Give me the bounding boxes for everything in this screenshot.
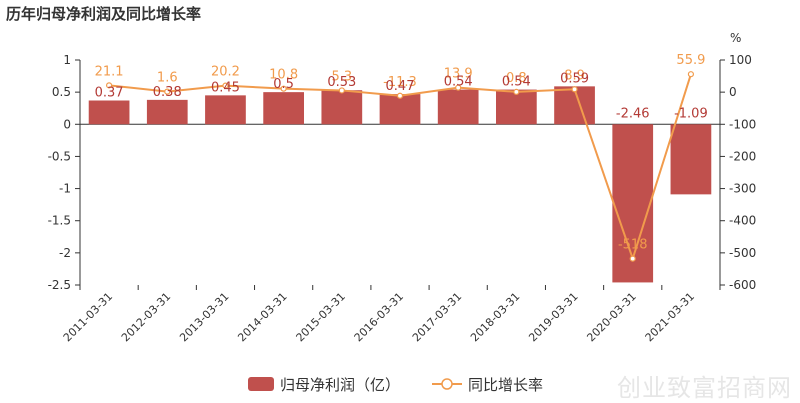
growth-label: 1.6 xyxy=(157,71,178,86)
bar xyxy=(321,90,363,125)
growth-point xyxy=(280,85,287,92)
bar-label: -2.46 xyxy=(616,106,650,121)
growth-point xyxy=(164,88,171,95)
x-tick-label: 2014-03-31 xyxy=(235,290,289,344)
bar xyxy=(554,86,595,125)
watermark: 创业致富招商网 xyxy=(617,374,792,402)
x-tick-label: 2015-03-31 xyxy=(294,290,348,344)
growth-point xyxy=(338,87,345,94)
bar xyxy=(437,89,479,125)
left-tick-label: 0 xyxy=(63,117,71,131)
growth-label: 20.2 xyxy=(211,65,240,80)
legend: 归母净利润（亿） 同比增长率 xyxy=(248,376,543,394)
left-tick-label: -2 xyxy=(59,246,71,260)
bar xyxy=(205,95,246,125)
x-tick-label: 2011-03-31 xyxy=(61,290,115,344)
right-tick-label: -200 xyxy=(729,149,756,163)
growth-label: 13.9 xyxy=(444,67,473,82)
x-tick-label: 2020-03-31 xyxy=(584,290,638,344)
x-tick-label: 2021-03-31 xyxy=(643,290,697,344)
legend-bar-swatch xyxy=(248,377,274,391)
bar-label: 0.53 xyxy=(327,75,356,90)
right-tick-label: -300 xyxy=(729,182,756,196)
bar-label: 0.37 xyxy=(95,86,124,101)
chart-title: 历年归母净利润及同比增长率 xyxy=(6,5,202,23)
growth-label: 21.1 xyxy=(95,64,124,79)
right-tick-label: -600 xyxy=(729,278,756,292)
growth-label: 55.9 xyxy=(676,53,705,68)
growth-point xyxy=(513,88,520,95)
right-tick-label: 0 xyxy=(729,85,737,99)
bar-label: 0.45 xyxy=(211,80,240,95)
x-tick-label: 2016-03-31 xyxy=(352,290,406,344)
right-tick-label: -100 xyxy=(729,117,756,131)
left-tick-label: 0.5 xyxy=(52,85,71,99)
bar xyxy=(88,100,130,125)
right-tick-label: 100 xyxy=(729,53,752,67)
legend-line-label: 同比增长率 xyxy=(468,376,543,394)
growth-point xyxy=(396,92,404,99)
left-tick-label: -1.5 xyxy=(48,214,71,228)
bar xyxy=(496,89,537,125)
left-tick-label: -1 xyxy=(59,182,71,196)
right-tick-label: -500 xyxy=(729,246,756,260)
x-tick-label: 2018-03-31 xyxy=(468,290,522,344)
bar-label: 0.54 xyxy=(502,75,531,90)
growth-point xyxy=(687,71,695,78)
line-series xyxy=(105,71,695,262)
bar-label: 0.54 xyxy=(444,75,473,90)
legend-line-marker xyxy=(441,378,453,390)
bar-label: 0.5 xyxy=(273,77,294,92)
bar xyxy=(379,94,421,125)
growth-point xyxy=(571,86,578,93)
growth-label: 5.3 xyxy=(331,69,352,84)
growth-point xyxy=(455,84,462,91)
growth-label: 10.8 xyxy=(269,68,298,83)
growth-label: -11.3 xyxy=(383,75,417,90)
data-labels: 21.1 1.6 20.2 10.8 5.3 -11.3 13.9 0.8 8.9 -518 55.… xyxy=(95,53,708,252)
bar-label: 0.38 xyxy=(153,85,182,100)
bar-label: -1.09 xyxy=(674,106,708,121)
right-axis-unit: % xyxy=(730,31,741,45)
left-tick-label: 1 xyxy=(63,53,71,67)
bar-label: 0.47 xyxy=(386,79,415,94)
bar xyxy=(146,99,188,125)
legend-bar-label: 归母净利润（亿） xyxy=(280,376,400,394)
growth-label: 8.9 xyxy=(564,68,585,83)
bar xyxy=(263,92,304,125)
left-tick-label: -0.5 xyxy=(48,149,71,163)
left-tick-label: -2.5 xyxy=(48,278,71,292)
growth-label: -518 xyxy=(618,238,648,253)
growth-point xyxy=(629,255,636,262)
growth-point xyxy=(105,82,113,89)
bar xyxy=(670,124,712,195)
right-tick-label: -400 xyxy=(729,214,756,228)
growth-label: 0.8 xyxy=(506,71,527,86)
x-tick-label: 2017-03-31 xyxy=(410,290,464,344)
x-tick-label: 2019-03-31 xyxy=(526,290,580,344)
x-tick-label: 2012-03-31 xyxy=(119,290,173,344)
x-tick-label: 2013-03-31 xyxy=(177,290,231,344)
growth-point xyxy=(222,82,229,89)
bar-label: 0.59 xyxy=(560,71,589,86)
